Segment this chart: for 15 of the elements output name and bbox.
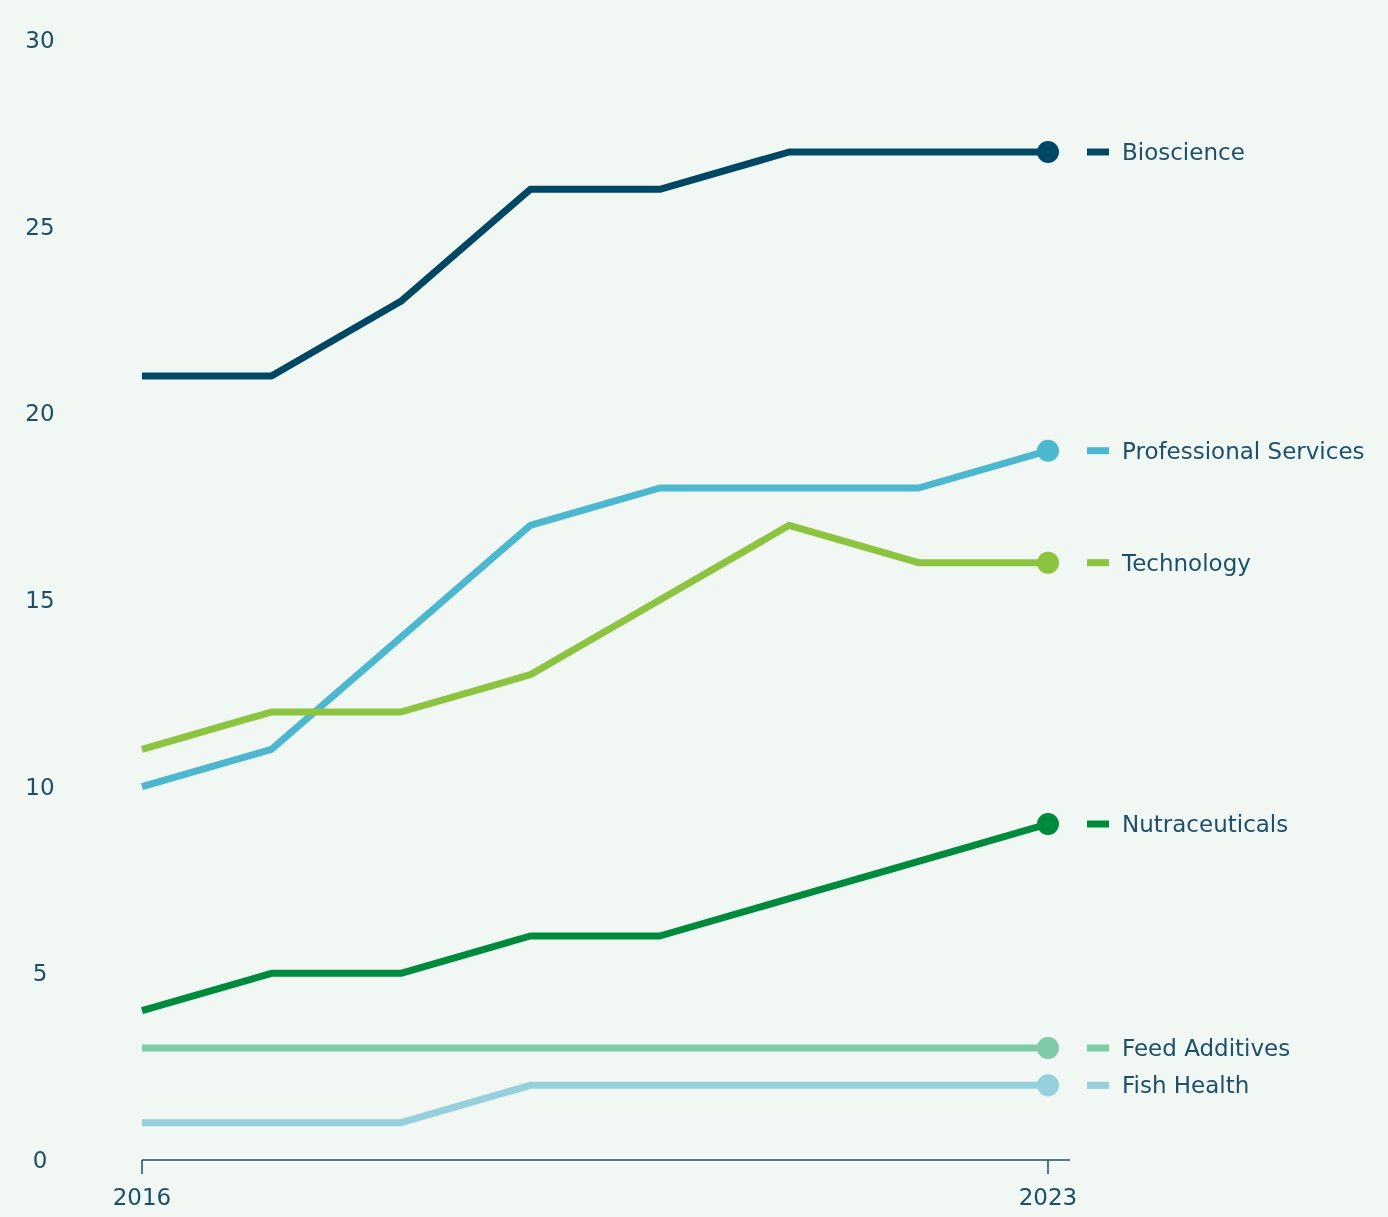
legend-label: Nutraceuticals [1122, 811, 1289, 838]
x-tick-label: 2023 [1018, 1184, 1078, 1210]
y-tick-label: 15 [25, 587, 55, 614]
legend-label: Professional Services [1122, 437, 1365, 464]
legend-label: Feed Additives [1122, 1035, 1291, 1062]
x-tick-label: 2016 [112, 1184, 172, 1210]
legend-label: Bioscience [1122, 139, 1245, 166]
y-tick-label: 10 [25, 773, 55, 800]
y-tick-label: 25 [25, 213, 55, 240]
y-tick-label: 30 [25, 27, 55, 54]
y-tick-label: 20 [25, 400, 55, 427]
y-tick-label: 0 [32, 1147, 48, 1174]
legend-label: Technology [1121, 549, 1251, 576]
legend-label: Fish Health [1122, 1072, 1250, 1099]
y-tick-label: 5 [32, 960, 48, 987]
